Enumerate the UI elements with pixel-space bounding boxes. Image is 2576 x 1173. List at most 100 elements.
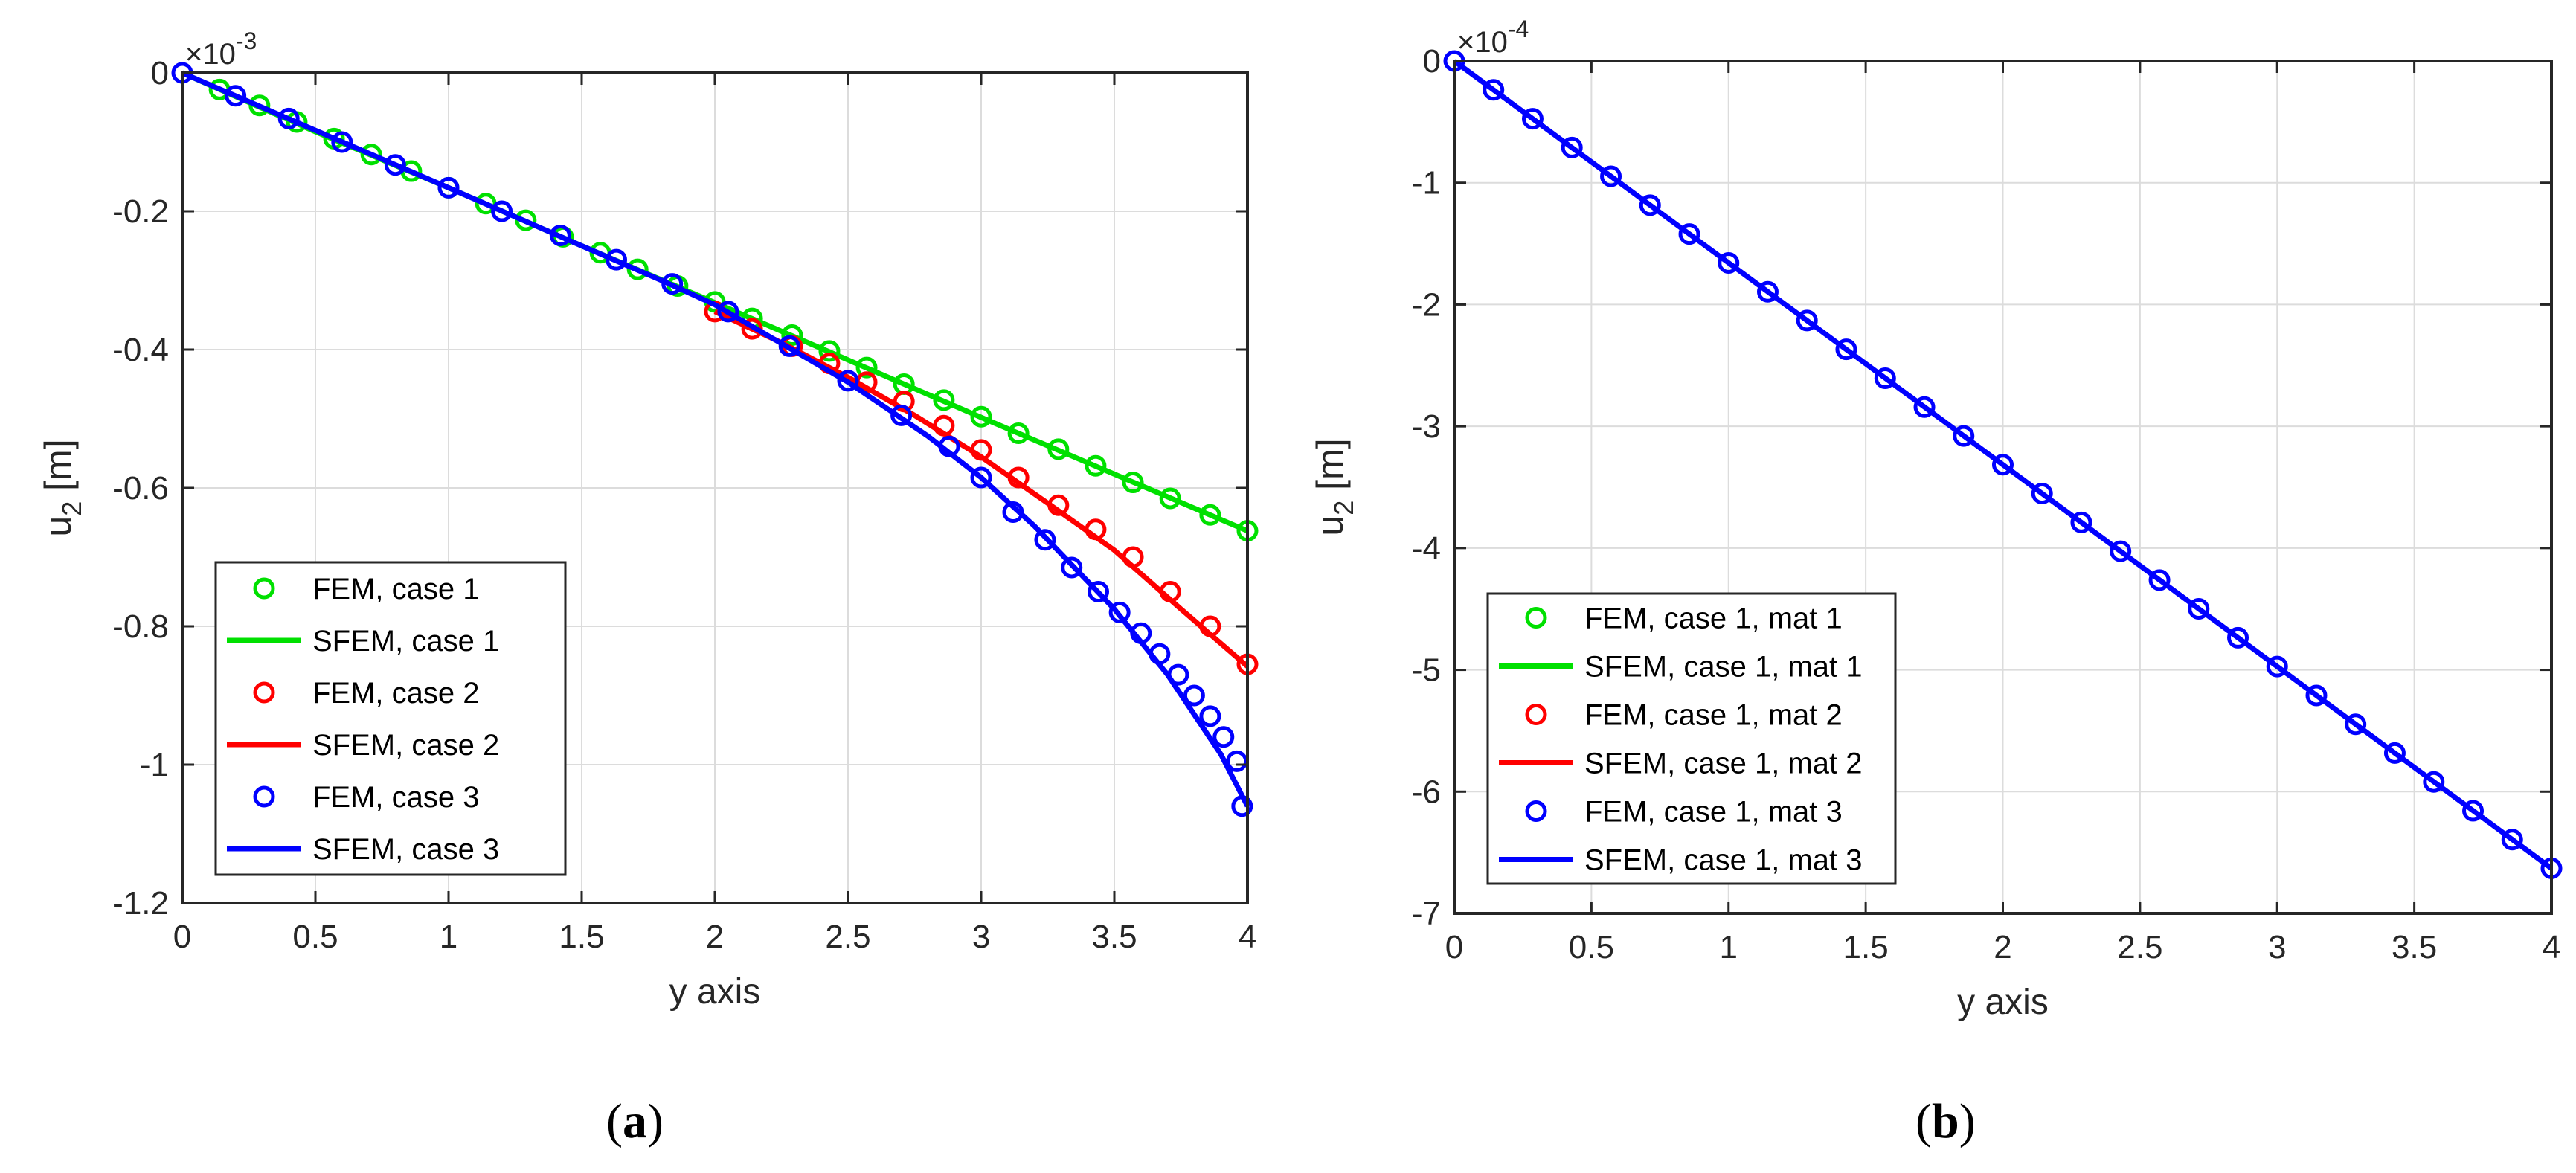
data-point [970,466,992,489]
legend-label: FEM, case 1 [312,573,480,605]
x-tick-label: 1.5 [559,919,604,955]
y-tick-label: -5 [1412,652,1441,689]
data-point [781,324,803,346]
y-axis-label-sub: 2 [1329,501,1359,515]
y-axis-label-unit: [m] [37,439,79,501]
data-point [778,335,800,357]
legend-box [1486,592,1897,885]
data-point [1483,79,1505,101]
data-point [2031,483,2053,505]
data-point [1212,726,1235,748]
x-tick-label: 0 [173,919,191,955]
data-point [1047,438,1070,460]
legend-marker [1525,800,1547,822]
y-axis-label-sub: 2 [57,501,87,516]
data-point [1718,251,1740,274]
data-point [2110,540,2132,562]
data-point [1992,454,2014,476]
data-point [491,200,513,222]
legend-label: SFEM, case 1 [312,625,499,658]
data-point [1639,194,1661,216]
legend-label: SFEM, case 1, mat 1 [1584,651,1862,684]
data-point [661,273,684,295]
data-point [1061,556,1083,579]
data-point [1159,487,1181,510]
y-tick-label: 0 [1423,43,1441,80]
y-tick-label: -0.6 [112,470,169,507]
data-point [2305,684,2328,707]
data-point [277,107,300,129]
data-point [1231,795,1253,817]
data-point [606,248,628,271]
data-point [2345,713,2367,736]
x-tick-label: 2 [706,919,724,955]
data-point [890,404,913,426]
legend-label: SFEM, case 3 [312,833,499,866]
x-tick-label: 2 [1994,929,2011,965]
data-point [2070,511,2092,533]
data-point [248,94,271,117]
y-tick-label: -6 [1412,774,1441,810]
series-line-0 [1452,59,2554,871]
data-point [1108,601,1131,623]
data-point [2227,626,2249,649]
data-point [818,340,841,362]
data-point [1047,494,1070,516]
x-tick-label: 3 [972,919,990,955]
y-axis-label: u2 [m] [1309,438,1359,536]
y-axis-label: u2 [m] [37,439,87,536]
data-point [2462,800,2485,822]
data-point [1122,546,1144,568]
x-axis-label: y axis [1957,983,2049,1022]
y-tick-label: -3 [1412,408,1441,445]
x-tick-label: 0.5 [1569,929,1614,965]
y-tick-label: -0.4 [112,332,169,368]
y-tick-label: -2 [1412,286,1441,323]
y-tick-label: -7 [1412,896,1441,932]
legend-label: FEM, case 2 [312,677,480,710]
y-axis-label-base: u [1309,515,1351,536]
panel-label-a: (a) [606,1094,664,1148]
legend-marker [253,577,275,600]
data-point [1088,581,1110,602]
data-point [1199,504,1221,526]
data-point [970,405,992,428]
data-point [1159,581,1181,602]
data-point [1561,136,1583,158]
exponent-base: ×10 [1457,26,1508,59]
data-point [1167,663,1189,686]
data-point [437,176,460,199]
data-point [1002,501,1024,524]
data-point [837,370,859,392]
legend-label: FEM, case 1, mat 2 [1584,699,1843,732]
data-point [2266,655,2288,678]
x-tick-label: 0.5 [292,919,338,955]
chart-a: 0 0.5 1 1.5 2 2.5 3 3.5 4 0 -0.2 -0.4 -0.6 -0.8 -1 -1.2… [37,28,1259,1012]
exponent-base: ×10 [185,38,236,71]
data-point [970,439,992,461]
x-tick-label: 4 [1239,919,1256,955]
legend-marker [253,681,275,704]
y-tick-label: -1 [140,747,169,783]
y-tick-label: -4 [1412,530,1441,567]
legend-label: SFEM, case 1, mat 2 [1584,748,1862,780]
exponent-power: -3 [236,28,257,54]
data-point [1122,472,1144,494]
data-point [1149,643,1171,665]
data-point [1183,684,1205,707]
legend-marker [1525,607,1547,629]
y-tick-label: -0.2 [112,193,169,230]
data-point [1874,367,1896,389]
chart-b: 0 0.5 1 1.5 2 2.5 3 3.5 40-1-2-3-4-5-6-7×10-4y a… [1309,16,2563,1022]
data-point [2383,742,2406,764]
data-point [1913,396,1936,418]
x-tick-label: 2.5 [2117,929,2162,965]
data-point [1678,223,1700,245]
exponent-power: -4 [1508,16,1529,42]
legend-label: FEM, case 1, mat 3 [1584,796,1843,829]
x-tick-label: 1 [1720,929,1738,965]
data-point [1226,750,1248,772]
panel-label-b-text: b [1931,1094,1959,1148]
legend: FEM, case 1, mat 1 SFEM, case 1, mat 1 FEM… [1486,592,1897,885]
x-axis-label: y axis [669,972,761,1012]
